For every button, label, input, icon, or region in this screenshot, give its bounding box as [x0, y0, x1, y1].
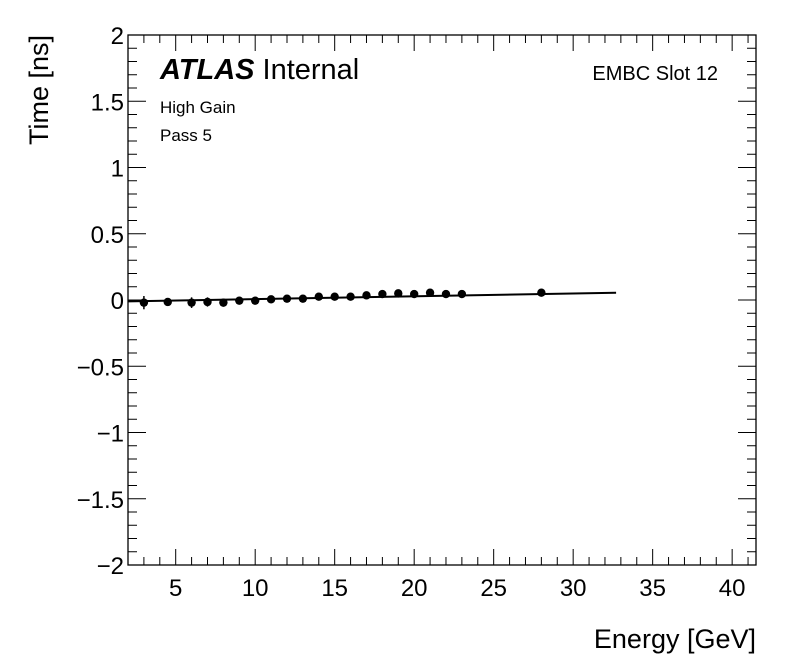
y-tick-label: 0.5 [91, 222, 124, 249]
y-tick-label: −1.5 [77, 487, 124, 514]
x-tick-label: 40 [719, 575, 746, 602]
data-point [330, 292, 339, 301]
data-point [394, 289, 403, 298]
data-point [282, 294, 292, 303]
data-point [441, 289, 451, 299]
x-tick-label: 30 [560, 575, 587, 602]
y-tick-label: 2 [111, 23, 124, 50]
gain-note: High Gain [160, 98, 236, 117]
x-tick-label: 10 [242, 575, 269, 602]
data-point [163, 297, 172, 307]
atlas-label: ATLAS Internal [159, 54, 359, 86]
data-point [362, 291, 371, 300]
y-tick-labels: 2 1.5 1 0.5 0 −0.5 −1 −1.5 −2 [77, 23, 124, 580]
y-tick-label: −1 [97, 421, 124, 448]
region-note: EMBC Slot 12 [592, 63, 718, 85]
y-tick-label: 0 [111, 288, 124, 315]
data-point [378, 289, 387, 299]
data-point [219, 298, 228, 307]
x-tick-label: 15 [321, 575, 348, 602]
data-point [425, 288, 435, 297]
data-point [139, 298, 149, 307]
data-point [266, 295, 276, 304]
data-point [250, 296, 260, 305]
pass-note: Pass 5 [160, 126, 212, 145]
data-point [298, 294, 308, 303]
y-tick-label: 1 [111, 156, 124, 183]
data-point [457, 289, 467, 299]
x-axis-title: Energy [GeV] [594, 624, 756, 654]
y-tick-label: 1.5 [91, 89, 124, 116]
x-tick-label: 25 [480, 575, 507, 602]
atlas-status: Internal [263, 54, 360, 86]
y-tick-label: −2 [97, 553, 124, 580]
data-point [235, 296, 244, 305]
data-points [139, 288, 546, 310]
data-point [187, 298, 196, 307]
axis-ticks [127, 34, 756, 566]
data-point [537, 288, 546, 297]
data-point [314, 292, 323, 301]
data-point [346, 292, 355, 301]
x-tick-label: 20 [401, 575, 428, 602]
data-point [203, 297, 212, 307]
atlas-logo-text: ATLAS [159, 54, 255, 86]
x-tick-label: 35 [639, 575, 666, 602]
x-tick-label: 5 [169, 575, 182, 602]
y-axis-title: Time [ns] [24, 35, 54, 145]
data-point [409, 289, 419, 299]
y-tick-label: −0.5 [77, 354, 124, 381]
x-tick-labels: 5 10 15 20 25 30 35 40 [169, 575, 745, 602]
